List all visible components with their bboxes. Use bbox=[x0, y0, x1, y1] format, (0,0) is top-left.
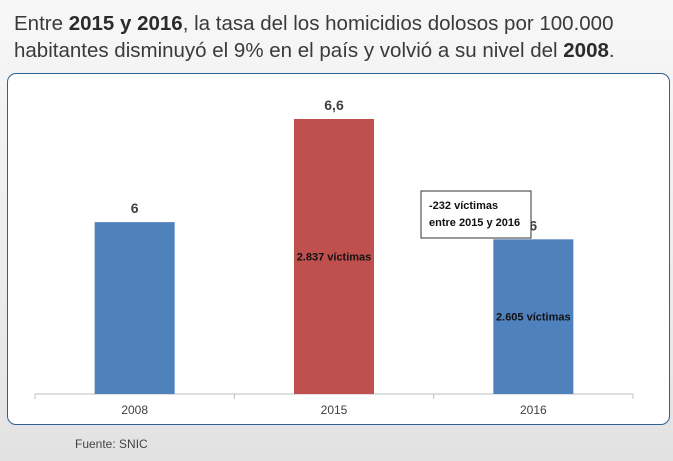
inner-label-2015: 2.837 víctimas bbox=[297, 252, 372, 264]
bar-2008 bbox=[94, 222, 175, 394]
x-tick-label-2008: 2008 bbox=[121, 403, 148, 417]
headline-year-2008: 2008 bbox=[563, 39, 609, 62]
bar-2015 bbox=[294, 119, 374, 394]
headline: Entre 2015 y 2016, la tasa del los homic… bbox=[14, 10, 664, 64]
headline-part-5: . bbox=[608, 39, 615, 62]
annotation-line-2: entre 2015 y 2016 bbox=[429, 217, 520, 229]
value-label-2015: 6,6 bbox=[324, 97, 344, 113]
annotation-line-1: -232 víctimas bbox=[429, 200, 498, 212]
headline-years: 2015 y 2016 bbox=[68, 12, 183, 35]
annotation-box bbox=[420, 190, 532, 239]
value-label-2008: 6 bbox=[131, 200, 139, 216]
x-tick-label-2015: 2015 bbox=[321, 403, 348, 417]
headline-part-3: , la tasa del los homicidios dolosos por… bbox=[14, 12, 614, 62]
inner-label-2016: 2.605 víctimas bbox=[496, 312, 571, 324]
bar-2016 bbox=[493, 239, 574, 394]
value-label-2016: 6 bbox=[529, 217, 537, 233]
x-tick-label-2016: 2016 bbox=[520, 403, 547, 417]
source-note: Fuente: SNIC bbox=[75, 437, 148, 451]
headline-part-1: Entre bbox=[14, 12, 69, 35]
